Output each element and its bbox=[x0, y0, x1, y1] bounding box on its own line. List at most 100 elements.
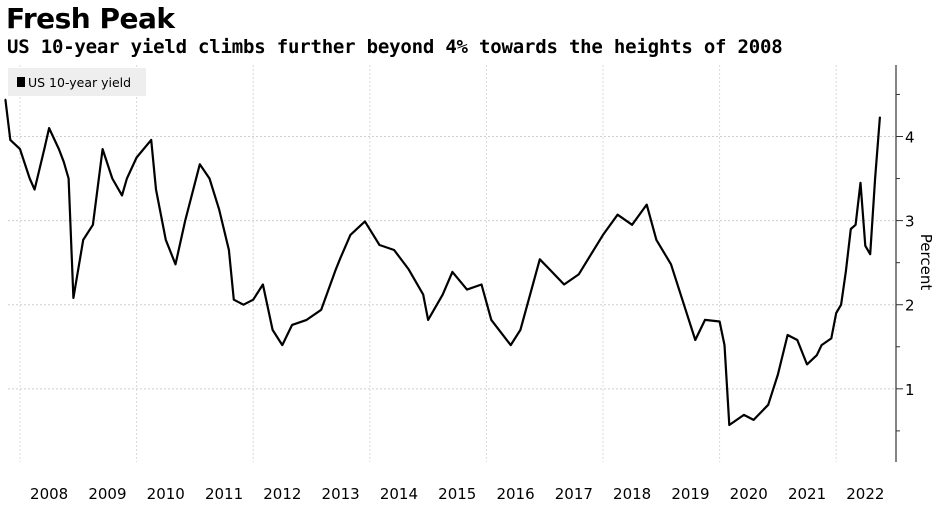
data-point bbox=[232, 298, 235, 301]
data-point bbox=[670, 263, 672, 266]
legend-label: US 10-year yield bbox=[28, 74, 132, 90]
x-tick-label: 2013 bbox=[322, 485, 360, 503]
data-point bbox=[291, 324, 293, 326]
data-point bbox=[631, 224, 633, 226]
data-point bbox=[577, 273, 580, 276]
data-point bbox=[72, 297, 75, 299]
x-tick-label: 2014 bbox=[380, 485, 418, 503]
y-tick-label: 1 bbox=[905, 381, 915, 399]
y-tick-label: 2 bbox=[905, 297, 915, 315]
data-point bbox=[67, 177, 70, 180]
data-point bbox=[879, 116, 881, 118]
data-point bbox=[155, 188, 157, 191]
data-point bbox=[602, 234, 604, 236]
data-point bbox=[427, 319, 429, 321]
data-point bbox=[422, 293, 425, 296]
data-point bbox=[718, 320, 721, 323]
data-point bbox=[218, 208, 220, 211]
y-tick-label: 3 bbox=[905, 213, 915, 231]
chart-title: Fresh Peak bbox=[6, 2, 175, 35]
data-point bbox=[4, 98, 7, 101]
data-point bbox=[480, 283, 483, 286]
data-point bbox=[62, 160, 65, 163]
data-point bbox=[184, 219, 186, 222]
data-point bbox=[723, 344, 726, 346]
data-point bbox=[135, 156, 138, 159]
legend-swatch bbox=[17, 77, 25, 87]
data-point bbox=[752, 419, 755, 421]
data-point bbox=[548, 268, 551, 271]
data-point bbox=[786, 334, 789, 336]
y-tick-label: 4 bbox=[905, 128, 915, 146]
x-tick-label: 2009 bbox=[88, 485, 126, 503]
data-point bbox=[48, 127, 50, 129]
data-point bbox=[845, 270, 847, 272]
gridlines bbox=[8, 65, 896, 462]
data-point bbox=[869, 253, 872, 256]
data-point bbox=[859, 181, 862, 184]
data-point bbox=[28, 177, 31, 180]
data-point bbox=[616, 213, 619, 216]
data-point bbox=[33, 188, 36, 191]
data-point bbox=[111, 177, 114, 180]
data-point bbox=[121, 194, 123, 197]
data-point bbox=[466, 288, 468, 291]
x-tick-label: 2021 bbox=[788, 485, 826, 503]
data-point bbox=[242, 303, 245, 306]
data-point bbox=[281, 344, 284, 346]
data-point bbox=[305, 319, 308, 321]
data-point bbox=[874, 177, 876, 180]
data-point bbox=[208, 177, 211, 180]
x-tick-label: 2019 bbox=[671, 485, 709, 503]
x-tick-label: 2011 bbox=[205, 485, 243, 503]
series-group bbox=[4, 98, 881, 427]
data-point bbox=[849, 228, 852, 230]
data-point bbox=[777, 373, 779, 376]
x-tick-label: 2010 bbox=[147, 485, 185, 503]
data-point bbox=[539, 258, 541, 261]
data-point bbox=[743, 414, 745, 416]
data-point bbox=[252, 298, 254, 301]
x-tick-label: 2012 bbox=[263, 485, 301, 503]
data-point bbox=[694, 339, 697, 341]
data-point bbox=[9, 139, 12, 141]
data-point bbox=[563, 283, 565, 286]
data-point bbox=[490, 319, 493, 321]
data-point bbox=[655, 239, 658, 241]
x-tick-label: 2020 bbox=[730, 485, 768, 503]
x-tick-label: 2015 bbox=[438, 485, 476, 503]
data-point bbox=[92, 224, 94, 226]
data-point bbox=[796, 339, 799, 341]
data-point bbox=[271, 329, 274, 331]
x-tick-label: 2018 bbox=[613, 485, 651, 503]
data-point bbox=[43, 148, 46, 150]
data-point bbox=[126, 177, 128, 180]
data-point bbox=[519, 329, 522, 331]
x-tick-label: 2016 bbox=[496, 485, 534, 503]
data-point bbox=[164, 239, 167, 241]
data-point bbox=[58, 148, 60, 150]
data-point bbox=[854, 224, 857, 226]
data-point bbox=[820, 344, 823, 346]
data-point bbox=[835, 312, 837, 314]
data-point bbox=[645, 203, 648, 206]
data-point bbox=[767, 404, 769, 406]
data-point bbox=[339, 256, 342, 259]
x-tick-label: 2017 bbox=[555, 485, 593, 503]
chart-subtitle: US 10-year yield climbs further beyond 4… bbox=[7, 36, 783, 58]
data-point bbox=[830, 337, 833, 340]
data-point bbox=[393, 249, 395, 251]
data-point bbox=[262, 283, 264, 286]
data-point bbox=[174, 263, 177, 266]
data-point bbox=[451, 271, 454, 273]
x-tick-label: 2022 bbox=[846, 485, 884, 503]
data-point bbox=[334, 268, 337, 271]
data-point bbox=[864, 245, 867, 247]
data-point bbox=[150, 139, 152, 141]
data-point bbox=[378, 244, 381, 246]
data-point bbox=[407, 268, 410, 271]
data-point bbox=[101, 148, 104, 150]
data-point bbox=[728, 424, 731, 426]
data-point bbox=[704, 319, 706, 321]
